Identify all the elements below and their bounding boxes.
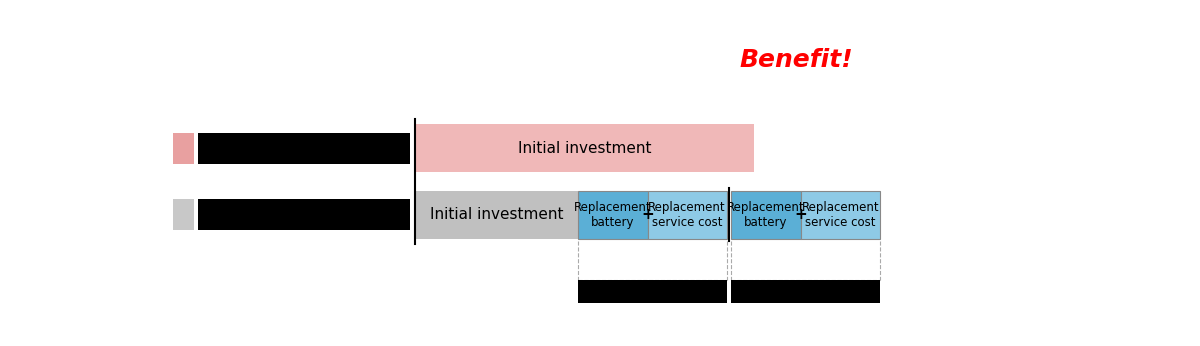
Bar [173, 199, 193, 230]
Bar [578, 280, 726, 303]
Bar [578, 191, 648, 239]
Text: Replacement
service cost: Replacement service cost [802, 201, 880, 229]
Text: Benefit!: Benefit! [739, 48, 853, 72]
Bar [731, 191, 802, 239]
Bar [731, 280, 880, 303]
Text: Initial investment: Initial investment [430, 207, 563, 222]
Bar [648, 191, 726, 239]
Text: Replacement
battery: Replacement battery [574, 201, 652, 229]
Text: Initial investment: Initial investment [518, 140, 652, 156]
Text: Replacement
service cost: Replacement service cost [648, 201, 726, 229]
Bar [802, 191, 880, 239]
Bar [173, 133, 193, 164]
Text: +: + [641, 207, 654, 222]
Bar [415, 124, 755, 172]
Bar [198, 199, 410, 230]
Bar [415, 191, 578, 239]
Text: Replacement
battery: Replacement battery [727, 201, 805, 229]
Text: +: + [794, 207, 808, 222]
Bar [198, 133, 410, 164]
